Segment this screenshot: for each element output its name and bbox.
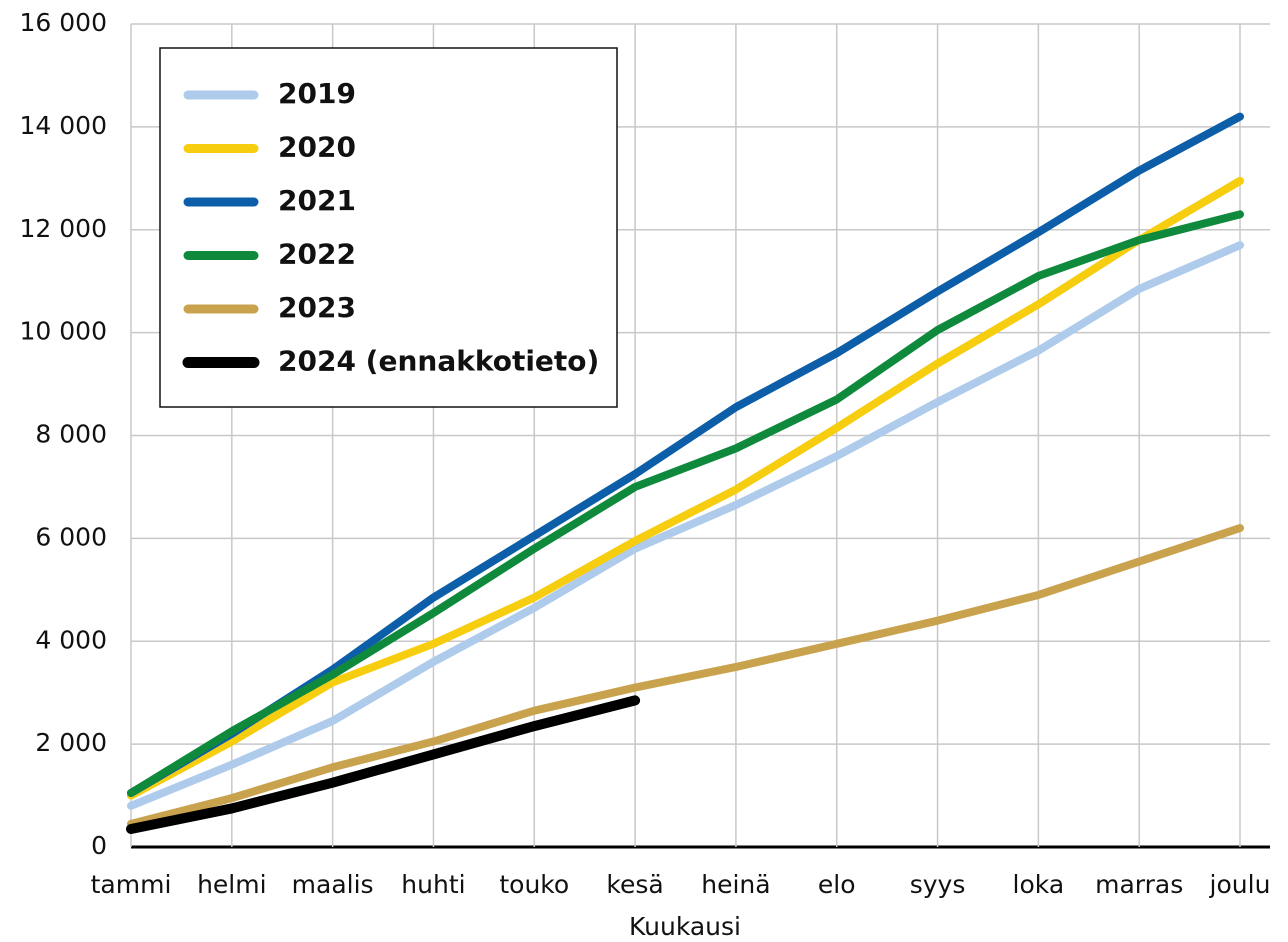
x-tick-label: syys [910,870,966,899]
x-tick-label: elo [818,870,856,899]
y-tick-label: 10 000 [20,317,107,346]
legend-label: 2023 [278,291,356,324]
x-tick-label: huhti [401,870,465,899]
series-line [127,210,1244,797]
y-tick-label: 14 000 [20,111,107,140]
x-tick-label: kesä [606,870,663,899]
x-tick-label: tammi [91,870,172,899]
y-tick-label: 16 000 [20,8,107,37]
y-tick-label: 2 000 [35,728,107,757]
x-tick-label: loka [1013,870,1065,899]
x-tick-label: marras [1095,870,1183,899]
legend-box [159,47,618,408]
x-tick-label: heinä [701,870,770,899]
x-tick-label: joulu [1209,870,1271,899]
y-tick-label: 6 000 [35,522,107,551]
legend-label: 2020 [278,131,356,164]
x-axis-label: Kuukausi [629,912,741,941]
x-tick-label: helmi [197,870,266,899]
legend-label: 2019 [278,77,356,110]
series-line [127,524,1244,828]
y-tick-label: 4 000 [35,625,107,654]
series-line [126,695,641,834]
series-line [127,176,1244,800]
y-tick-label: 8 000 [35,420,107,449]
y-tick-label: 0 [91,831,107,860]
series-line [127,241,1244,810]
y-tick-label: 12 000 [20,214,107,243]
x-tick-label: maalis [292,870,374,899]
x-tick-label: touko [499,870,569,899]
legend-label: 2024 (ennakkotieto) [278,345,599,378]
legend-label: 2021 [278,184,356,217]
legend-label: 2022 [278,238,356,271]
